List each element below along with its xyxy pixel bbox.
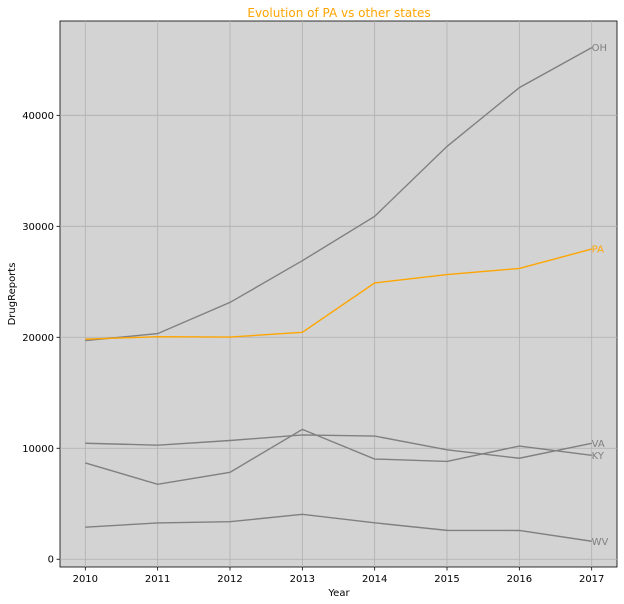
series-line-wv xyxy=(85,513,592,542)
x-tick-label: 2014 xyxy=(362,574,387,585)
y-tick-label: 10000 xyxy=(22,444,54,455)
series-label-oh: OH xyxy=(592,43,607,54)
x-tick-label: 2011 xyxy=(145,574,170,585)
x-tick-label: 2010 xyxy=(73,574,98,585)
x-tick-label: 2016 xyxy=(507,574,532,585)
series-label-va: VA xyxy=(592,439,605,450)
series-label-ky: KY xyxy=(592,451,605,462)
x-tick-label: 2013 xyxy=(290,574,315,585)
series-line-ky xyxy=(85,428,592,486)
y-axis-label: DrugReports xyxy=(7,263,18,326)
y-tick-label: 0 xyxy=(48,555,54,566)
plot-area xyxy=(59,20,618,568)
series-line-pa xyxy=(85,248,592,340)
series-line-oh xyxy=(85,47,593,342)
x-tick-label: 2017 xyxy=(579,574,604,585)
x-axis-label: Year xyxy=(327,588,350,599)
chart-title: Evolution of PA vs other states xyxy=(247,6,430,20)
y-axis-ticks: 0 10000 20000 30000 40000 xyxy=(22,111,60,566)
y-tick-label: 40000 xyxy=(22,111,54,122)
x-tick-label: 2015 xyxy=(434,574,459,585)
y-tick-label: 30000 xyxy=(22,222,54,233)
x-axis-ticks: 2010 2011 2012 2013 2014 2015 2016 2017 xyxy=(73,567,604,585)
series-line-va xyxy=(85,434,592,459)
series-label-pa: PA xyxy=(592,245,604,256)
series-label-wv: WV xyxy=(592,537,609,548)
x-tick-label: 2012 xyxy=(217,574,242,585)
y-tick-label: 20000 xyxy=(22,333,54,344)
